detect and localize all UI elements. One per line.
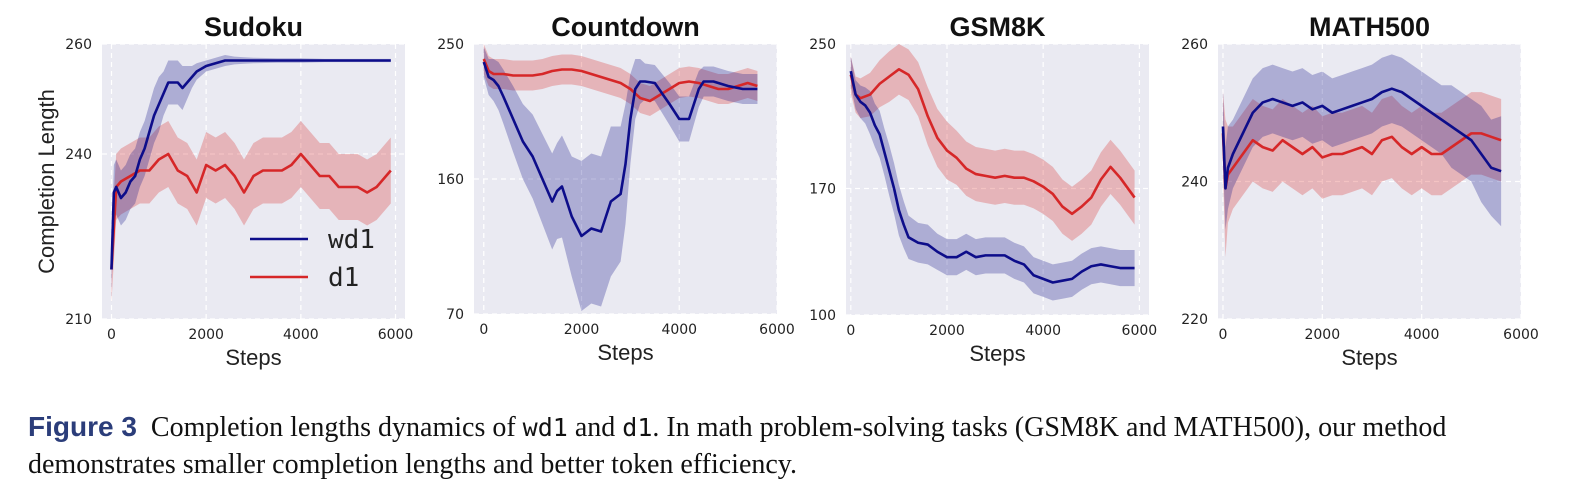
line-d1: [482, 58, 758, 103]
caption-text-3: . In math problem-solving tasks (GSM8K a…: [28, 412, 1447, 480]
y-tick-label: 250: [809, 37, 836, 53]
x-axis-label: Steps: [969, 341, 1025, 366]
chart-title: GSM8K: [949, 12, 1046, 42]
plot-area-gsm8k: [846, 44, 1149, 315]
x-tick-label: 2000: [564, 322, 600, 338]
x-tick-label: 4000: [1025, 323, 1061, 339]
band-wd1: [483, 47, 758, 311]
band-wd1: [1222, 54, 1502, 230]
figure-caption: Figure 3 Completion lengths dynamics of w…: [28, 408, 1568, 483]
y-tick-label: 260: [65, 37, 92, 53]
x-tick-label: 0: [107, 327, 116, 343]
caption-label: Figure 3: [28, 411, 137, 442]
x-tick-label: 2000: [1304, 327, 1340, 343]
y-tick-label: 240: [1181, 175, 1208, 191]
y-tick-label: 240: [65, 147, 92, 163]
chart-title: MATH500: [1309, 12, 1430, 42]
band-d1: [483, 44, 758, 116]
x-tick-label: 6000: [1503, 327, 1539, 343]
caption-mono-d1: d1: [622, 413, 653, 442]
figure-svg: 0 2000 4000 6000 210 240 260 Sudoku Steps Complet…: [34, 12, 1539, 370]
x-tick-label: 2000: [929, 323, 965, 339]
line-d1: [1221, 132, 1502, 190]
caption-mono-wd1: wd1: [522, 413, 568, 442]
band-d1: [1222, 92, 1502, 258]
x-tick-label: 4000: [283, 327, 319, 343]
chart-sudoku: 0 2000 4000 6000 210 240 260 Sudoku Steps Complet…: [34, 12, 413, 370]
y-tick-label: 170: [809, 182, 836, 198]
chart-title: Sudoku: [204, 12, 303, 42]
x-axis-label: Steps: [597, 340, 653, 365]
line-d1: [849, 67, 1136, 216]
figure-area: 0 2000 4000 6000 210 240 260 Sudoku Steps Complet…: [34, 12, 1539, 370]
chart-gsm8k: 0 2000 4000 6000 100 170 250 GSM8K Steps: [809, 12, 1157, 366]
band-wd1: [850, 56, 1135, 301]
line-wd1: [1221, 87, 1502, 190]
caption-text-1: Completion lengths dynamics of: [150, 412, 523, 443]
x-tick-label: 6000: [759, 322, 795, 338]
y-tick-label: 210: [65, 312, 92, 328]
chart-math500: 0 2000 4000 6000 220 240 260 MATH500 Steps: [1181, 12, 1539, 370]
y-tick-label: 70: [446, 307, 464, 323]
y-axis-label: Completion Length: [34, 89, 59, 274]
x-tick-label: 0: [479, 322, 488, 338]
caption-text-2: and: [567, 412, 623, 443]
x-tick-label: 0: [846, 323, 855, 339]
x-tick-label: 6000: [378, 327, 414, 343]
y-tick-label: 220: [1181, 312, 1208, 328]
x-tick-label: 2000: [188, 327, 224, 343]
chart-countdown: 0 2000 4000 6000 70 160 250 Countdown Steps: [437, 12, 795, 365]
line-wd1: [482, 61, 758, 238]
legend-label-d1: d1: [328, 263, 359, 293]
x-axis-label: Steps: [1341, 345, 1397, 370]
y-tick-label: 160: [437, 172, 464, 188]
band-d1: [111, 121, 391, 303]
x-tick-label: 4000: [661, 322, 697, 338]
x-axis-label: Steps: [225, 345, 281, 370]
x-tick-label: 4000: [1404, 327, 1440, 343]
y-tick-label: 100: [809, 308, 836, 324]
chart-title: Countdown: [551, 12, 699, 42]
band-d1: [850, 44, 1135, 241]
y-tick-label: 260: [1181, 37, 1208, 53]
line-wd1: [849, 70, 1135, 284]
y-tick-label: 250: [437, 37, 464, 53]
line-d1: [110, 152, 392, 270]
legend-label-wd1: wd1: [328, 225, 375, 255]
x-tick-label: 0: [1219, 327, 1228, 343]
plot-area-sudoku: [102, 44, 405, 319]
x-tick-label: 6000: [1122, 323, 1158, 339]
line-wd1: [110, 59, 391, 270]
